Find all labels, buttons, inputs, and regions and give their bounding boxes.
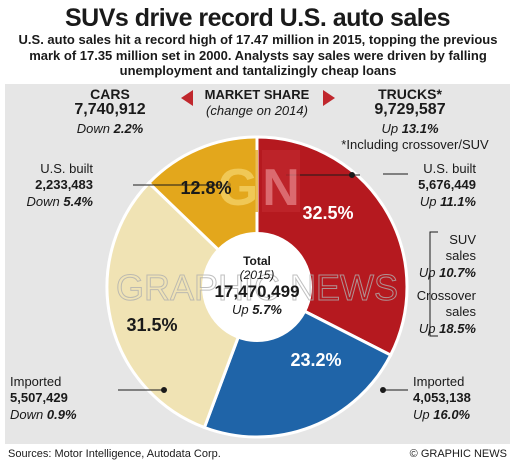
- total-box: Total (2015) 17,470,499 Up 5.7%: [202, 254, 312, 318]
- right-arrow-icon: [323, 90, 335, 106]
- trucks-note: *Including crossover/SUV: [341, 137, 489, 152]
- suv-label-2: sales: [445, 248, 476, 263]
- us-built-trucks-label: U.S. built: [423, 161, 476, 176]
- crossover-label-2: sales: [445, 304, 476, 319]
- donut-hole: [202, 232, 312, 342]
- slice-label-us-built-trucks: 32.5%: [302, 203, 354, 223]
- slice-imported-cars: [105, 180, 259, 430]
- svg-text:G: G: [218, 159, 258, 217]
- sources-footer: Sources: Motor Intelligence, Autodata Co…: [8, 448, 221, 460]
- slice-label-imported-cars: 31.5%: [126, 315, 178, 335]
- us-built-trucks-change: Up 11.1%: [419, 194, 476, 209]
- imported-trucks-value: 4,053,138: [413, 390, 471, 405]
- svg-text:N: N: [262, 159, 300, 217]
- total-year: (2015): [239, 268, 275, 282]
- cars-label: CARS: [90, 86, 130, 102]
- cars-value: 7,740,912: [74, 101, 146, 118]
- trucks-change: Up 13.1%: [381, 121, 439, 136]
- watermark-text: GRAPHIC NEWS: [116, 267, 398, 308]
- trucks-label: TRUCKS*: [378, 86, 442, 102]
- imported-cars-label: Imported: [10, 374, 62, 389]
- us-built-cars-label: U.S. built: [40, 161, 93, 176]
- total-label: Total: [243, 254, 271, 268]
- trucks-bracket: [429, 231, 438, 337]
- slice-label-us-built-cars: 12.8%: [180, 178, 232, 198]
- page-title: SUVs drive record U.S. auto sales: [64, 4, 451, 32]
- slice-label-imported-trucks: 23.2%: [290, 350, 342, 370]
- suv-change: Up 10.7%: [418, 265, 476, 280]
- credit-footer: © GRAPHIC NEWS: [409, 448, 507, 460]
- market-share-subtitle: (change on 2014): [206, 103, 308, 118]
- left-arrow-icon: [181, 90, 193, 106]
- crossover-change: Up 18.5%: [418, 321, 476, 336]
- market-share-title: MARKET SHARE: [204, 87, 310, 102]
- total-change: Up 5.7%: [232, 302, 282, 317]
- us-built-trucks-value: 5,676,449: [418, 177, 476, 192]
- imported-cars-value: 5,507,429: [10, 390, 68, 405]
- us-built-cars-value: 2,233,483: [35, 177, 93, 192]
- imported-trucks-change: Up 16.0%: [413, 407, 471, 422]
- us-built-cars-change: Down 5.4%: [26, 194, 93, 209]
- intro-text: U.S. auto sales hit a record high of 17.…: [18, 32, 498, 78]
- imported-cars-change: Down 0.9%: [10, 407, 77, 422]
- crossover-label-1: Crossover: [416, 288, 476, 303]
- trucks-value: 9,729,587: [374, 101, 446, 118]
- graphic-news-logo: G N: [218, 150, 300, 217]
- cars-change: Down 2.2%: [76, 121, 144, 136]
- total-value: 17,470,499: [214, 282, 300, 301]
- suv-label-1: SUV: [449, 232, 476, 247]
- imported-trucks-label: Imported: [413, 374, 465, 389]
